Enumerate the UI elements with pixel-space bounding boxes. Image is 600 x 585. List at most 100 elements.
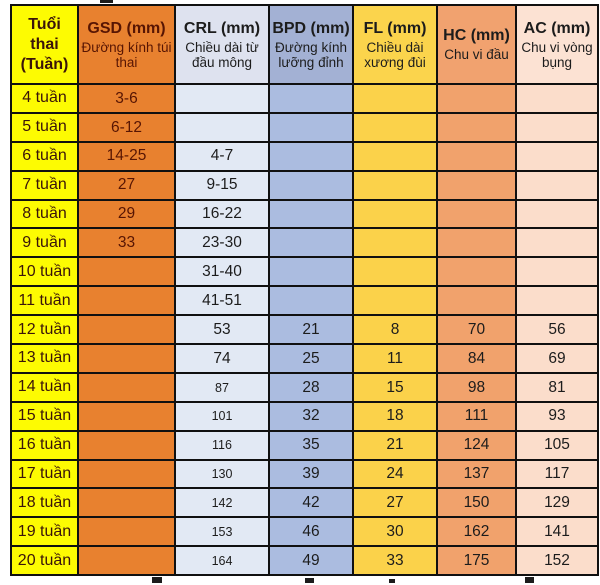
cell-gsd-15-tuần bbox=[77, 400, 176, 432]
cell-gsd-4-tuần: 3-6 bbox=[77, 83, 176, 114]
column-header-fl: FL (mm) Chiều dài xương đùi bbox=[352, 4, 438, 85]
cell-week-11-tuần: 11 tuần bbox=[10, 285, 79, 317]
cell-ac-18-tuần: 129 bbox=[515, 487, 599, 519]
column-header-week: Tuổi thai (Tuần) bbox=[10, 4, 79, 85]
column-header-ac: AC (mm) Chu vi vòng bụng bbox=[515, 4, 599, 85]
cell-bpd-19-tuần: 46 bbox=[268, 516, 354, 548]
cell-hc-16-tuần: 124 bbox=[436, 429, 517, 461]
cell-crl-5-tuần bbox=[174, 111, 270, 143]
measurement-value: 33 bbox=[386, 551, 404, 569]
cell-week-7-tuần: 7 tuần bbox=[10, 169, 79, 201]
measurement-value: 84 bbox=[467, 349, 486, 367]
cell-crl-13-tuần: 74 bbox=[174, 343, 270, 374]
week-label: 19 tuần bbox=[17, 522, 72, 540]
measurement-value: 111 bbox=[464, 407, 489, 425]
cell-bpd-8-tuần bbox=[268, 198, 354, 230]
cell-gsd-11-tuần bbox=[77, 285, 176, 317]
table-row: 15 tuần 101 32 18 111 93 bbox=[10, 400, 599, 432]
table-header-row: Tuổi thai (Tuần) GSD (mm) Đường kính túi t… bbox=[10, 4, 599, 85]
cell-hc-4-tuần bbox=[436, 83, 517, 114]
cell-crl-6-tuần: 4-7 bbox=[174, 140, 270, 172]
cell-fl-13-tuần: 11 bbox=[352, 343, 438, 374]
cell-gsd-14-tuần bbox=[77, 371, 176, 403]
table-row: 16 tuần 116 35 21 124 105 bbox=[10, 429, 599, 461]
week-label: 4 tuần bbox=[22, 89, 67, 107]
measurement-value: 21 bbox=[302, 320, 320, 338]
cropped-text-artifact bbox=[389, 579, 395, 583]
measurement-value: 28 bbox=[302, 378, 320, 396]
cell-hc-20-tuần: 175 bbox=[436, 545, 517, 577]
cell-ac-20-tuần: 152 bbox=[515, 545, 599, 577]
cell-crl-12-tuần: 53 bbox=[174, 314, 270, 346]
cell-gsd-20-tuần bbox=[77, 545, 176, 577]
column-sublabel: Đường kính túi thai bbox=[81, 39, 172, 70]
cell-crl-17-tuần: 130 bbox=[174, 458, 270, 490]
column-sublabel: Chiều dài từ đầu mông bbox=[185, 39, 259, 70]
cell-fl-18-tuần: 27 bbox=[352, 487, 438, 519]
measurement-value: 153 bbox=[211, 525, 233, 540]
cell-week-4-tuần: 4 tuần bbox=[10, 83, 79, 114]
cell-fl-11-tuần bbox=[352, 285, 438, 317]
cell-fl-16-tuần: 21 bbox=[352, 429, 438, 461]
column-header-crl: CRL (mm) Chiều dài từ đầu mông bbox=[174, 4, 270, 85]
cell-bpd-10-tuần bbox=[268, 256, 354, 288]
measurement-value: 27 bbox=[386, 494, 404, 512]
column-label: HC (mm) bbox=[443, 27, 510, 45]
measurement-value: 4-7 bbox=[210, 147, 234, 165]
measurement-value: 116 bbox=[212, 438, 232, 453]
cell-bpd-5-tuần bbox=[268, 111, 354, 143]
cell-ac-4-tuần bbox=[515, 83, 599, 114]
cell-ac-12-tuần: 56 bbox=[515, 314, 599, 346]
cell-bpd-12-tuần: 21 bbox=[268, 314, 354, 346]
table-row: 6 tuần 14-25 4-7 bbox=[10, 140, 599, 172]
cell-bpd-20-tuần: 49 bbox=[268, 545, 354, 577]
measurement-value: 42 bbox=[302, 494, 320, 512]
table-row: 10 tuần 31-40 bbox=[10, 256, 599, 288]
table-row: 17 tuần 130 39 24 137 117 bbox=[10, 458, 599, 490]
measurement-value: 81 bbox=[548, 378, 566, 396]
week-label: 9 tuần bbox=[22, 233, 67, 251]
cell-gsd-17-tuần bbox=[77, 458, 176, 490]
cell-fl-17-tuần: 24 bbox=[352, 458, 438, 490]
cell-fl-9-tuần bbox=[352, 227, 438, 259]
cell-ac-9-tuần bbox=[515, 227, 599, 259]
week-label: 8 tuần bbox=[22, 205, 67, 222]
measurement-value: 21 bbox=[386, 436, 404, 454]
table-row: 19 tuần 153 46 30 162 141 bbox=[10, 516, 599, 548]
cell-ac-8-tuần bbox=[515, 198, 599, 230]
cell-bpd-18-tuần: 42 bbox=[268, 487, 354, 519]
cell-week-10-tuần: 10 tuần bbox=[10, 256, 79, 288]
cell-hc-6-tuần bbox=[436, 140, 517, 172]
cell-bpd-11-tuần bbox=[268, 285, 354, 317]
cell-week-13-tuần: 13 tuần bbox=[10, 343, 79, 374]
measurement-value: 33 bbox=[117, 234, 136, 252]
cell-fl-12-tuần: 8 bbox=[352, 314, 438, 346]
measurement-value: 70 bbox=[467, 320, 486, 338]
cell-week-12-tuần: 12 tuần bbox=[10, 314, 79, 346]
cell-fl-10-tuần bbox=[352, 256, 438, 288]
cell-bpd-16-tuần: 35 bbox=[268, 429, 354, 461]
column-header-bpd: BPD (mm) Đường kính lưỡng đỉnh bbox=[268, 4, 354, 85]
cell-gsd-12-tuần bbox=[77, 314, 176, 346]
cell-hc-18-tuần: 150 bbox=[436, 487, 517, 519]
week-label: 20 tuần bbox=[17, 551, 72, 569]
cell-crl-8-tuần: 16-22 bbox=[174, 198, 270, 230]
measurement-value: 175 bbox=[463, 551, 490, 569]
cell-hc-10-tuần bbox=[436, 256, 517, 288]
cell-bpd-6-tuần bbox=[268, 140, 354, 172]
column-sublabel: Chu vi đầu bbox=[444, 47, 509, 63]
cell-fl-6-tuần bbox=[352, 140, 438, 172]
table-row: 13 tuần 74 25 11 84 69 bbox=[10, 343, 599, 374]
measurement-value: 117 bbox=[544, 465, 570, 483]
cell-gsd-16-tuần bbox=[77, 429, 176, 461]
measurement-value: 162 bbox=[463, 523, 490, 541]
cell-hc-12-tuần: 70 bbox=[436, 314, 517, 346]
cell-week-20-tuần: 20 tuần bbox=[10, 545, 79, 577]
cropped-text-artifact bbox=[305, 578, 314, 583]
fetal-measurement-table: Tuổi thai (Tuần) GSD (mm) Đường kính túi t… bbox=[10, 4, 599, 577]
column-label: GSD (mm) bbox=[87, 19, 166, 37]
measurement-value: 39 bbox=[302, 465, 320, 483]
measurement-value: 142 bbox=[211, 496, 233, 511]
measurement-value: 30 bbox=[386, 523, 404, 541]
